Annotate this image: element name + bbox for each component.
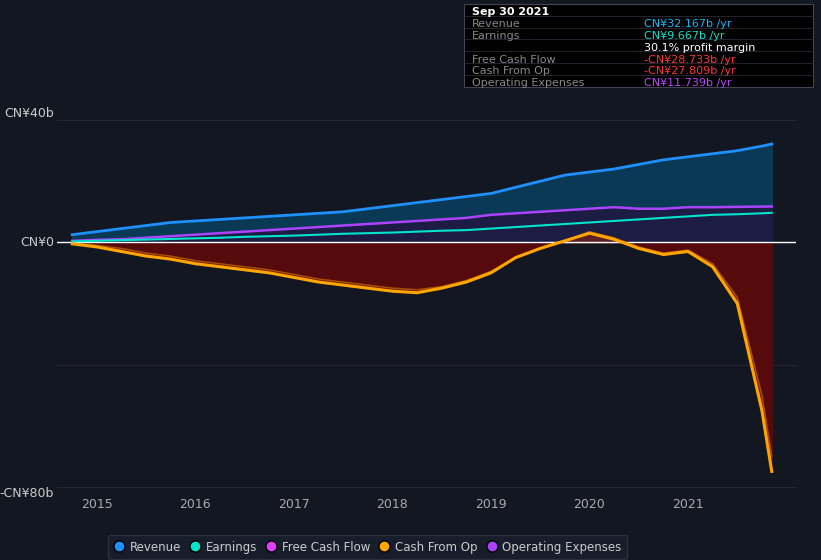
Text: CN¥11.739b /yr: CN¥11.739b /yr xyxy=(644,78,732,88)
Legend: Revenue, Earnings, Free Cash Flow, Cash From Op, Operating Expenses: Revenue, Earnings, Free Cash Flow, Cash … xyxy=(108,535,627,559)
Text: Sep 30 2021: Sep 30 2021 xyxy=(472,7,549,17)
Text: Free Cash Flow: Free Cash Flow xyxy=(472,54,556,64)
Text: 30.1% profit margin: 30.1% profit margin xyxy=(644,43,756,53)
Text: CN¥40b: CN¥40b xyxy=(4,107,54,120)
Text: -CN¥80b: -CN¥80b xyxy=(0,487,54,500)
Text: CN¥9.667b /yr: CN¥9.667b /yr xyxy=(644,31,725,41)
Text: CN¥32.167b /yr: CN¥32.167b /yr xyxy=(644,19,732,29)
Text: Earnings: Earnings xyxy=(472,31,521,41)
Text: Revenue: Revenue xyxy=(472,19,521,29)
Text: Cash From Op: Cash From Op xyxy=(472,67,550,76)
Text: Operating Expenses: Operating Expenses xyxy=(472,78,585,88)
Text: CN¥0: CN¥0 xyxy=(20,236,54,249)
Text: -CN¥27.809b /yr: -CN¥27.809b /yr xyxy=(644,67,736,76)
Text: -CN¥28.733b /yr: -CN¥28.733b /yr xyxy=(644,54,736,64)
